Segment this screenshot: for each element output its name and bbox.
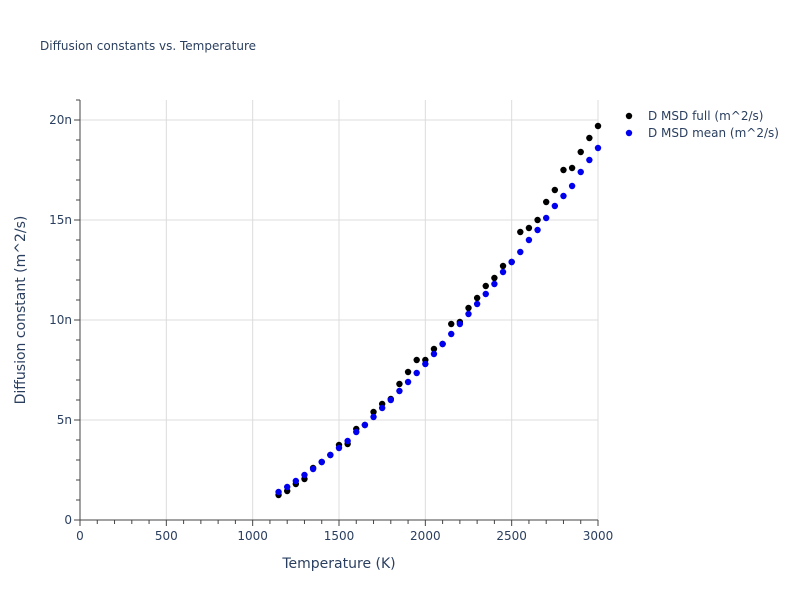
x-axis-label: Temperature (K) [281,556,395,572]
point-mean [413,369,420,377]
point-mean [465,310,472,318]
y-tick-label: 20n [49,113,72,127]
point-mean [378,404,386,412]
point-mean [508,258,515,266]
point-mean [309,465,317,473]
point-mean [482,290,489,298]
point-mean [439,340,446,348]
point-mean [551,202,559,210]
point-full [473,294,481,302]
point-mean [448,330,455,338]
legend[interactable]: D MSD full (m^2/s) D MSD mean (m^2/s) [625,109,779,140]
point-full [594,122,602,130]
point-mean [577,168,584,176]
point-mean [335,444,343,452]
point-mean [456,320,464,328]
point-mean [301,471,308,479]
y-tick-label: 0 [64,513,72,527]
point-full [517,228,524,236]
point-mean [292,477,300,485]
y-tick-label: 10n [49,313,72,327]
chart-title: Diffusion constants vs. Temperature [40,39,256,53]
point-mean [284,483,291,491]
point-mean [568,182,576,190]
point-mean [353,428,360,436]
y-axis-label: Diffusion constant (m^2/s) [13,216,29,405]
point-mean [387,396,394,404]
point-full [404,368,412,376]
point-mean [361,421,369,429]
point-mean [543,214,550,222]
point-full [491,274,498,282]
point-mean [275,488,282,496]
point-mean [422,360,429,368]
x-tick-label: 2500 [496,529,527,543]
point-full [370,408,377,416]
point-mean [594,144,602,152]
point-full [525,224,533,232]
point-full [534,216,541,224]
legend-marker [625,129,633,137]
axes [74,99,599,526]
point-mean [318,458,325,466]
legend-label: D MSD full (m^2/s) [648,109,763,123]
point-mean [525,236,533,244]
point-full [586,134,593,142]
x-tick-label: 1500 [324,529,355,543]
point-mean [370,413,377,421]
x-axis-ticks: 0 500 1000 1500 2000 2500 3000 [76,529,613,543]
x-tick-label: 0 [76,529,84,543]
point-full [413,356,420,364]
y-tick-label: 15n [49,213,72,227]
point-full [448,320,455,328]
point-mean [473,300,481,308]
point-mean [396,387,403,395]
point-mean [327,451,334,459]
point-mean [517,248,524,256]
point-mean [430,350,438,358]
point-full [568,164,576,172]
x-tick-label: 2000 [410,529,441,543]
x-tick-label: 1000 [237,529,268,543]
point-full [543,198,550,206]
x-tick-label: 500 [155,529,178,543]
x-tick-label: 3000 [583,529,614,543]
point-mean [499,268,507,276]
point-full [577,148,584,156]
point-mean [404,378,412,386]
point-full [465,304,472,312]
point-mean [534,226,541,234]
y-tick-label: 5n [57,413,72,427]
y-axis-ticks: 0 5n 10n 15n 20n [49,113,72,527]
point-full [396,380,403,388]
legend-marker [625,112,633,120]
point-mean [586,156,593,164]
point-full [560,166,567,174]
point-mean [491,280,498,288]
data-points[interactable] [275,122,602,499]
point-full [551,186,559,194]
point-full [499,262,507,270]
point-mean [560,192,567,200]
legend-label: D MSD mean (m^2/s) [648,126,779,140]
point-full [482,282,489,290]
grid-lines [80,100,599,520]
point-full [430,345,438,353]
point-mean [344,437,351,445]
